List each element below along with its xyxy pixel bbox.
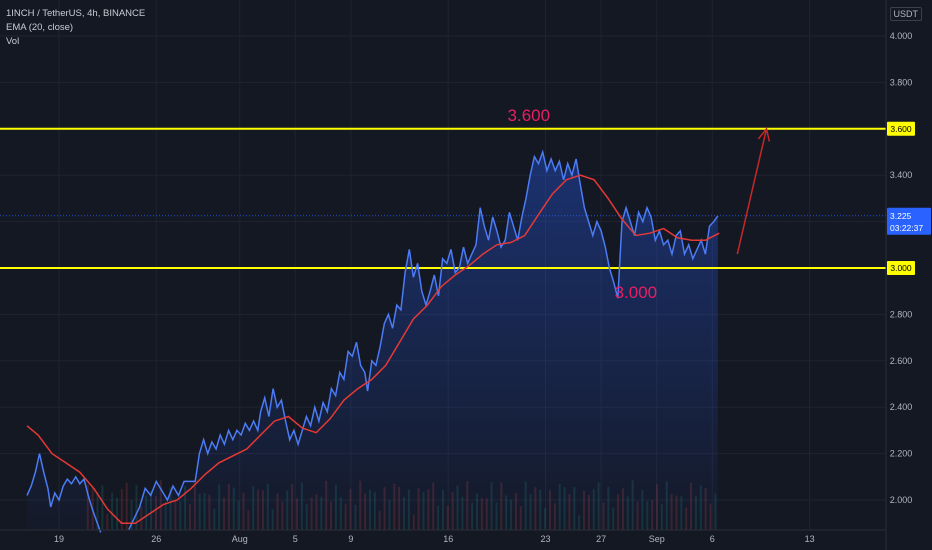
level-price-tag	[887, 261, 915, 275]
y-tick-label: 2.600	[890, 356, 913, 366]
level-price-tag	[887, 121, 915, 136]
level-annotation: 3.600	[508, 106, 551, 125]
y-tick-label: 2.200	[890, 449, 913, 459]
volume-bar	[111, 492, 114, 530]
x-tick-label: 5	[293, 534, 298, 544]
y-tick-label: 2.000	[890, 495, 913, 505]
currency-label[interactable]: USDT	[889, 7, 922, 21]
y-tick-label: 3.800	[890, 77, 913, 87]
current-price-tag[interactable]	[887, 207, 931, 235]
legend-symbol[interactable]: 1INCH / TetherUS, 4h, BINANCE	[6, 8, 146, 19]
y-tick-label: 2.800	[890, 309, 913, 319]
level-price-label: 3.000	[890, 263, 912, 273]
level-price-label: 3.600	[890, 124, 912, 134]
annotations: 3.600 3.000	[508, 106, 771, 302]
y-tick-label: 4.000	[890, 31, 913, 41]
x-tick-label: 6	[710, 534, 715, 544]
legend-ema[interactable]: EMA (20, close)	[6, 22, 74, 33]
horizontal-levels	[0, 127, 886, 269]
volume-bar	[125, 482, 128, 530]
volume-bar	[115, 497, 118, 530]
trend-arrow-shaft[interactable]	[736, 128, 768, 255]
volume-bar	[120, 489, 123, 530]
x-tick-label: 26	[151, 534, 161, 544]
countdown-label: 03:22:37	[890, 223, 923, 233]
level-annotation: 3.000	[615, 283, 658, 302]
volume-bar	[101, 485, 104, 530]
x-tick-label: Sep	[649, 534, 665, 544]
x-tick-label: 19	[54, 534, 64, 544]
volume-bar	[135, 484, 138, 530]
x-tick-label: 23	[540, 534, 550, 544]
price-area	[27, 152, 718, 533]
chart-legend: 1INCH / TetherUS, 4h, BINANCE EMA (20, c…	[6, 7, 145, 49]
series-lines	[26, 149, 720, 533]
volume-bar	[130, 500, 133, 530]
price-area-fill	[27, 152, 718, 533]
x-tick-label: 9	[348, 534, 353, 544]
x-tick-label: 13	[805, 534, 815, 544]
volume-bar	[106, 513, 109, 530]
x-tick-label: 16	[443, 534, 453, 544]
current-price-label: 3.225	[890, 211, 912, 221]
y-tick-label: 3.400	[890, 170, 913, 180]
y-tick-label: 2.400	[890, 402, 913, 412]
ema-series-line	[26, 174, 720, 524]
trend-arrow-head	[757, 127, 771, 142]
x-tick-label: Aug	[232, 534, 248, 544]
x-tick-label: 27	[596, 534, 606, 544]
legend-vol[interactable]: Vol	[6, 36, 20, 47]
volume-bar	[96, 492, 99, 530]
